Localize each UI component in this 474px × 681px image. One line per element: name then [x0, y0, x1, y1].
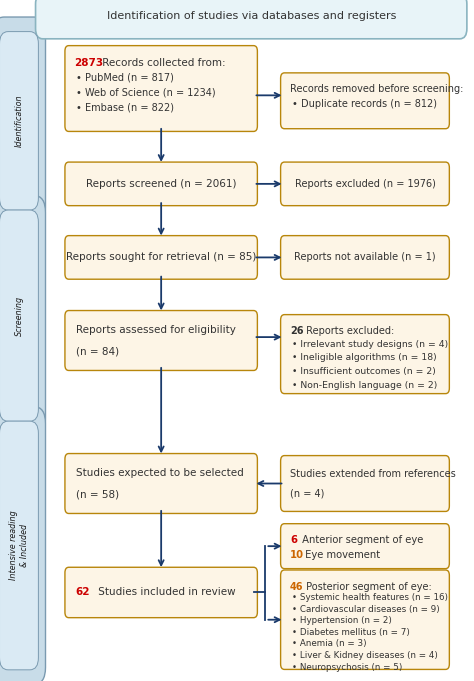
FancyBboxPatch shape	[281, 456, 449, 511]
Text: • Embase (n = 822): • Embase (n = 822)	[76, 103, 174, 113]
FancyBboxPatch shape	[65, 311, 257, 370]
Text: Reports not available (n = 1): Reports not available (n = 1)	[294, 253, 436, 262]
FancyBboxPatch shape	[65, 567, 257, 618]
Text: Screening: Screening	[15, 296, 23, 336]
Text: 2873: 2873	[74, 58, 103, 68]
Text: • Diabetes mellitus (n = 7): • Diabetes mellitus (n = 7)	[292, 628, 410, 637]
Text: Reports screened (n = 2061): Reports screened (n = 2061)	[86, 179, 237, 189]
Text: • Irrelevant study designs (n = 4): • Irrelevant study designs (n = 4)	[292, 340, 447, 349]
Text: Intensive reading
& Included: Intensive reading & Included	[9, 511, 28, 580]
FancyBboxPatch shape	[65, 236, 257, 279]
FancyBboxPatch shape	[0, 31, 38, 210]
Text: Studies expected to be selected: Studies expected to be selected	[76, 469, 244, 478]
Text: • Non-English language (n = 2): • Non-English language (n = 2)	[292, 381, 437, 390]
Text: Reports excluded (n = 1976): Reports excluded (n = 1976)	[294, 179, 436, 189]
FancyBboxPatch shape	[0, 195, 46, 436]
FancyBboxPatch shape	[281, 236, 449, 279]
FancyBboxPatch shape	[0, 210, 38, 422]
Text: Studies extended from references: Studies extended from references	[290, 469, 456, 479]
Text: (n = 4): (n = 4)	[290, 489, 325, 498]
Text: Anterior segment of eye: Anterior segment of eye	[299, 535, 423, 545]
Text: Records collected from:: Records collected from:	[99, 58, 226, 68]
Text: Reports assessed for eligibility: Reports assessed for eligibility	[76, 326, 236, 335]
Text: • Systemic health features (n = 16): • Systemic health features (n = 16)	[292, 593, 447, 602]
Text: (n = 84): (n = 84)	[76, 347, 119, 356]
Text: Eye movement: Eye movement	[302, 550, 381, 560]
FancyBboxPatch shape	[281, 315, 449, 394]
FancyBboxPatch shape	[65, 46, 257, 131]
Text: Identification of studies via databases and registers: Identification of studies via databases …	[107, 12, 396, 21]
FancyBboxPatch shape	[281, 162, 449, 206]
Text: Studies included in review: Studies included in review	[95, 588, 236, 597]
Text: Identification: Identification	[15, 95, 23, 147]
Text: • Neuropsychosis (n = 5): • Neuropsychosis (n = 5)	[292, 663, 402, 671]
Text: • Duplicate records (n = 812): • Duplicate records (n = 812)	[292, 99, 437, 110]
FancyBboxPatch shape	[281, 524, 449, 569]
FancyBboxPatch shape	[281, 570, 449, 669]
Text: Posterior segment of eye:: Posterior segment of eye:	[303, 582, 432, 592]
FancyBboxPatch shape	[0, 407, 46, 681]
Text: 6: 6	[290, 535, 297, 545]
Text: Records removed before screening:: Records removed before screening:	[290, 84, 464, 95]
Text: Reports excluded:: Reports excluded:	[303, 326, 395, 336]
Text: • Hypertension (n = 2): • Hypertension (n = 2)	[292, 616, 392, 625]
Text: • PubMed (n = 817): • PubMed (n = 817)	[76, 73, 174, 83]
Text: • Ineligible algorithms (n = 18): • Ineligible algorithms (n = 18)	[292, 353, 436, 362]
Text: 26: 26	[290, 326, 303, 336]
Text: 62: 62	[76, 588, 91, 597]
FancyBboxPatch shape	[36, 0, 467, 39]
Text: • Liver & Kidney diseases (n = 4): • Liver & Kidney diseases (n = 4)	[292, 651, 438, 660]
Text: • Insufficient outcomes (n = 2): • Insufficient outcomes (n = 2)	[292, 367, 435, 376]
FancyBboxPatch shape	[281, 73, 449, 129]
FancyBboxPatch shape	[65, 454, 257, 513]
FancyBboxPatch shape	[0, 421, 38, 670]
Text: 46: 46	[290, 582, 303, 592]
Text: • Web of Science (n = 1234): • Web of Science (n = 1234)	[76, 88, 216, 98]
Text: Reports sought for retrieval (n = 85): Reports sought for retrieval (n = 85)	[66, 253, 256, 262]
Text: 10: 10	[290, 550, 304, 560]
Text: (n = 58): (n = 58)	[76, 490, 119, 499]
Text: • Anemia (n = 3): • Anemia (n = 3)	[292, 639, 366, 648]
FancyBboxPatch shape	[0, 17, 46, 225]
FancyBboxPatch shape	[65, 162, 257, 206]
Text: • Cardiovascular diseases (n = 9): • Cardiovascular diseases (n = 9)	[292, 605, 439, 614]
